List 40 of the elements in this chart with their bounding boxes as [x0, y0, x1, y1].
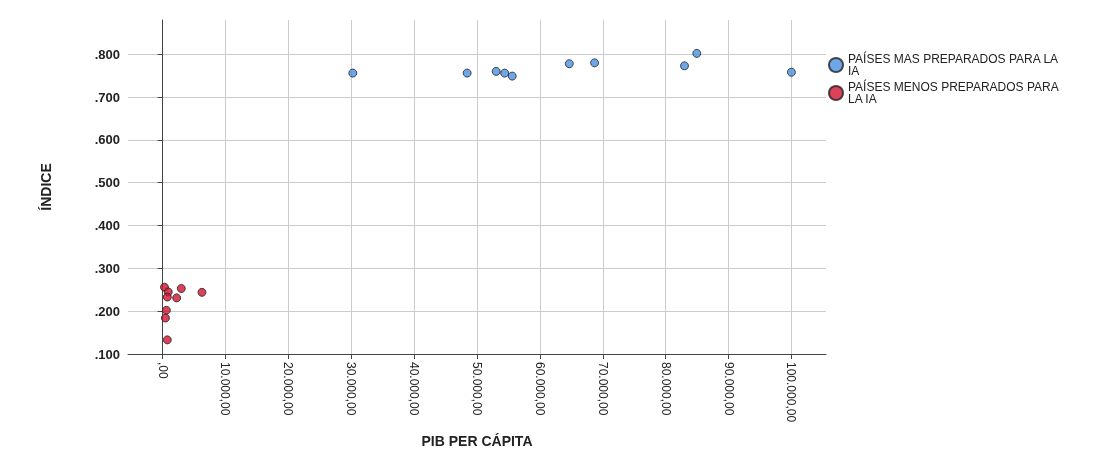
- y-axis-title: ÍNDICE: [38, 163, 54, 211]
- x-tick-label: 80.000,00: [658, 362, 673, 416]
- point: [161, 305, 171, 315]
- y-tick-label: .800: [94, 46, 120, 62]
- x-tick-label: ,00: [155, 362, 170, 380]
- x-tick-label: 70.000,00: [595, 362, 610, 416]
- x-tick-label: 60.000,00: [532, 362, 547, 416]
- y-tick-label: .200: [94, 303, 120, 319]
- point: [172, 293, 182, 303]
- point: [176, 283, 186, 293]
- point: [162, 335, 172, 345]
- point: [348, 68, 358, 78]
- point: [590, 58, 600, 68]
- y-tick-label: .700: [94, 89, 120, 105]
- point: [160, 313, 170, 323]
- x-tick-label: 50.000,00: [470, 362, 484, 416]
- point: [786, 67, 796, 77]
- x-tick-label: 20.000,00: [281, 362, 296, 416]
- x-tick-label: 90.000,00: [721, 362, 736, 416]
- point: [507, 71, 517, 81]
- point: [197, 287, 207, 297]
- y-tick-label: .500: [94, 175, 120, 191]
- x-tick-label: 40.000,00: [407, 362, 422, 416]
- x-tick-label: 10.000,00: [218, 362, 233, 416]
- x-axis-title: PIB PER CÁPITA: [421, 433, 533, 449]
- legend-label: PAÍSES MENOS PREPARADOS PARA LA IA: [848, 79, 1062, 106]
- legend-label: PAÍSES MAS PREPARADOS PARA LA IA: [848, 51, 1061, 78]
- y-tick-label: .600: [94, 132, 120, 148]
- x-tick-label: 30.000,00: [344, 362, 359, 416]
- point: [491, 66, 501, 76]
- point: [500, 68, 510, 78]
- point: [162, 292, 172, 302]
- y-tick-label: .400: [94, 218, 120, 234]
- y-tick-label: .300: [94, 260, 120, 276]
- y-tick-label: .100: [94, 346, 120, 362]
- point: [680, 61, 690, 71]
- point: [564, 59, 574, 69]
- point: [462, 68, 472, 78]
- x-tick-label: 100.000,00: [784, 362, 799, 423]
- point: [692, 48, 702, 58]
